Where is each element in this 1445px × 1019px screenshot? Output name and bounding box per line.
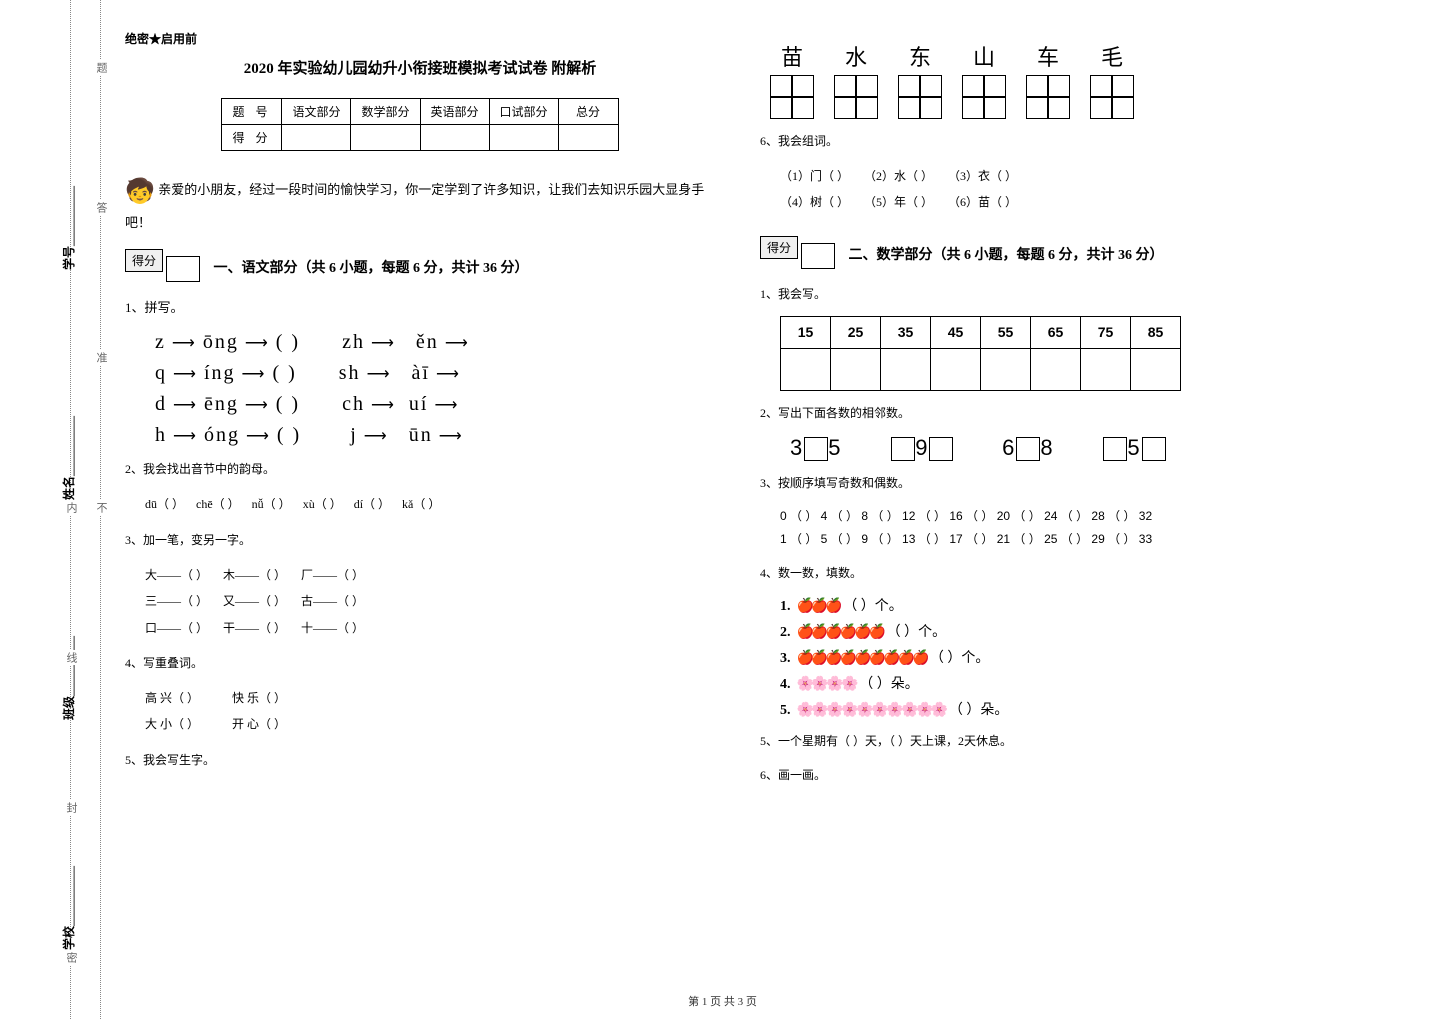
score-hdr-5: 总分 [558,99,618,125]
m-q1-label: 1、我会写。 [760,282,1415,306]
q3-label: 3、加一笔，变另一字。 [125,528,715,552]
count-row-3: 4.🌸 🌸 🌸 🌸 （ ）朵。 [780,673,1415,693]
m-q2-label: 2、写出下面各数的相邻数。 [760,401,1415,425]
q5-label: 5、我会写生字。 [125,748,715,772]
q4-label: 4、写重叠词。 [125,651,715,675]
count-row-1: 2.🍎🍎🍎🍎🍎🍎 （ ）个。 [780,621,1415,641]
score-hdr-4: 口试部分 [489,99,558,125]
score-box-1: 得分 [125,249,163,272]
score-box-2: 得分 [760,236,798,259]
seal-bu: 不 [93,500,109,515]
pinyin-row-2: d⟶ēng⟶( ) ch⟶ uí⟶ [155,393,715,416]
neighbor-row: 35 9 68 5 [790,435,1415,461]
score-table: 题 号 语文部分 数学部分 英语部分 口试部分 总分 得 分 [221,98,618,151]
seal-ti: 题 [93,60,109,75]
left-column: 绝密★启用前 2020 年实验幼儿园幼升小衔接班模拟考试试卷 附解析 题 号 语… [110,30,730,980]
secret-label: 绝密★启用前 [125,30,715,47]
score-row-label: 得 分 [222,125,282,151]
q6-row-0: （1）门（ ） （2）水（ ） （3）衣（ ） [780,163,1415,189]
field-id: 学号__________ [60,186,77,270]
pinyin-row-0: z⟶ōng⟶( ) zh⟶ ěn⟶ [155,331,715,354]
exam-title: 2020 年实验幼儿园幼升小衔接班模拟考试试卷 附解析 [125,57,715,78]
num-7: 85 [1131,316,1181,348]
page-content: 绝密★启用前 2020 年实验幼儿园幼升小衔接班模拟考试试卷 附解析 题 号 语… [110,30,1430,980]
score-hdr-0: 题 号 [222,99,282,125]
blank-box-1 [166,256,200,282]
section-2-title: 二、数学部分（共 6 小题，每题 6 分，共计 36 分） [849,244,1164,264]
seal-nei: 内 [63,500,79,515]
num-4: 55 [981,316,1031,348]
num-2: 35 [881,316,931,348]
pinyin-row-3: h⟶óng⟶( ) j⟶ ūn⟶ [155,424,715,447]
m-q4-label: 4、数一数，填数。 [760,561,1415,585]
q6-label: 6、我会组词。 [760,129,1415,153]
field-school: 学校__________ [60,866,77,950]
m-q6-label: 6、画一画。 [760,763,1415,787]
num-0: 15 [781,316,831,348]
char-cell-4: 车 [1026,40,1070,119]
q3-row-2: 口——（ ） 干——（ ） 十——（ ） [145,615,715,641]
score-cell-2 [351,125,420,151]
q3-row-0: 大——（ ） 木——（ ） 厂——（ ） [145,562,715,588]
score-hdr-3: 英语部分 [420,99,489,125]
char-cell-5: 毛 [1090,40,1134,119]
num-6: 75 [1081,316,1131,348]
char-cell-1: 水 [834,40,878,119]
seq-row-2: 1 （ ） 5 （ ） 9 （ ） 13 （ ） 17 （ ） 21 （ ） 2… [780,528,1415,551]
right-column: 苗 水 东 山 车 毛 6、我会组词。 （1）门（ ） （2）水（ ） （3）衣… [730,30,1430,980]
seal-zhun: 准 [93,350,109,365]
section-1-title: 一、语文部分（共 6 小题，每题 6 分，共计 36 分） [214,257,529,277]
num-3: 45 [931,316,981,348]
num-table: 15 25 35 45 55 65 75 85 [780,316,1181,391]
count-row-4: 5.🌸 🌸 🌸 🌸 🌸 🌸 🌸 🌸 🌸 🌸 （ ）朵。 [780,699,1415,719]
score-cell-3 [420,125,489,151]
seal-feng: 封 [63,800,79,815]
seal-mi: 密 [63,950,79,965]
q1-label: 1、拼写。 [125,295,715,321]
q2-label: 2、我会找出音节中的韵母。 [125,457,715,481]
count-row-0: 1.🍎🍎🍎 （ ）个。 [780,595,1415,615]
q4-row-0: 高 兴（ ） 快 乐（ ） [145,685,715,711]
q2-items: dū（ ） chē（ ） nǚ（ ） xù（ ） dí（ ） kǎ（ ） [145,491,715,517]
score-cell-5 [558,125,618,151]
char-cell-3: 山 [962,40,1006,119]
num-1: 25 [831,316,881,348]
char-grid: 苗 水 东 山 车 毛 [770,40,1415,119]
char-cell-2: 东 [898,40,942,119]
q4-row-1: 大 小（ ） 开 心（ ） [145,711,715,737]
q3-row-1: 三——（ ） 又——（ ） 古——（ ） [145,588,715,614]
score-hdr-1: 语文部分 [282,99,351,125]
seal-da: 答 [93,200,109,215]
count-row-2: 3.🍎🍎🍎🍎🍎🍎🍎🍎🍎 （ ）个。 [780,647,1415,667]
intro-text: 🧒 亲爱的小朋友，经过一段时间的愉快学习，你一定学到了许多知识，让我们去知识乐园… [125,171,715,234]
seal-xian: 线 [63,650,79,665]
q6-row-1: （4）树（ ） （5）年（ ） （6）苗（ ） [780,189,1415,215]
score-cell-1 [282,125,351,151]
binding-margin: 学校__________ 班级__________ 姓名__________ 学… [0,0,100,1019]
pinyin-row-1: q⟶íng⟶( ) sh⟶ àī⟶ [155,362,715,385]
blank-box-2 [801,243,835,269]
child-icon: 🧒 [125,171,155,211]
seq-row-1: 0 （ ） 4 （ ） 8 （ ） 12 （ ） 16 （ ） 20 （ ） 2… [780,505,1415,528]
field-name: 姓名__________ [60,416,77,500]
m-q5-label: 5、一个星期有（ ）天，（ ）天上课，2天休息。 [760,729,1415,753]
num-5: 65 [1031,316,1081,348]
field-class: 班级__________ [60,636,77,720]
section-1-header: 得分 一、语文部分（共 6 小题，每题 6 分，共计 36 分） [125,249,715,285]
score-hdr-2: 数学部分 [351,99,420,125]
char-cell-0: 苗 [770,40,814,119]
score-cell-4 [489,125,558,151]
m-q3-label: 3、按顺序填写奇数和偶数。 [760,471,1415,495]
page-footer: 第 1 页 共 3 页 [0,993,1445,1009]
section-2-header: 得分 二、数学部分（共 6 小题，每题 6 分，共计 36 分） [760,236,1415,272]
